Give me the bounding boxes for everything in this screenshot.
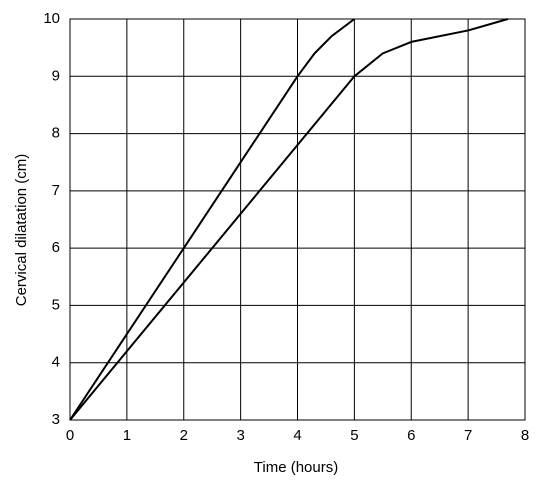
y-tick-label: 10 (43, 10, 60, 27)
x-tick-label: 8 (521, 427, 529, 444)
y-axis-label: Cervical dilatation (cm) (13, 154, 30, 307)
x-tick-label: 7 (464, 427, 472, 444)
y-tick-label: 5 (52, 296, 60, 313)
y-tick-label: 8 (52, 125, 60, 142)
x-tick-label: 2 (180, 427, 188, 444)
y-tick-label: 9 (52, 67, 60, 84)
x-tick-label: 0 (66, 427, 74, 444)
y-tick-label: 6 (52, 239, 60, 256)
x-tick-label: 3 (236, 427, 244, 444)
x-tick-label: 5 (350, 427, 358, 444)
y-tick-label: 7 (52, 182, 60, 199)
x-axis-label: Time (hours) (254, 459, 338, 476)
y-tick-label: 3 (52, 411, 60, 428)
y-tick-label: 4 (52, 354, 60, 371)
data-line (69, 18, 355, 421)
x-tick-label: 4 (293, 427, 301, 444)
x-tick-label: 1 (123, 427, 131, 444)
data-line (69, 18, 509, 421)
x-tick-label: 6 (407, 427, 415, 444)
